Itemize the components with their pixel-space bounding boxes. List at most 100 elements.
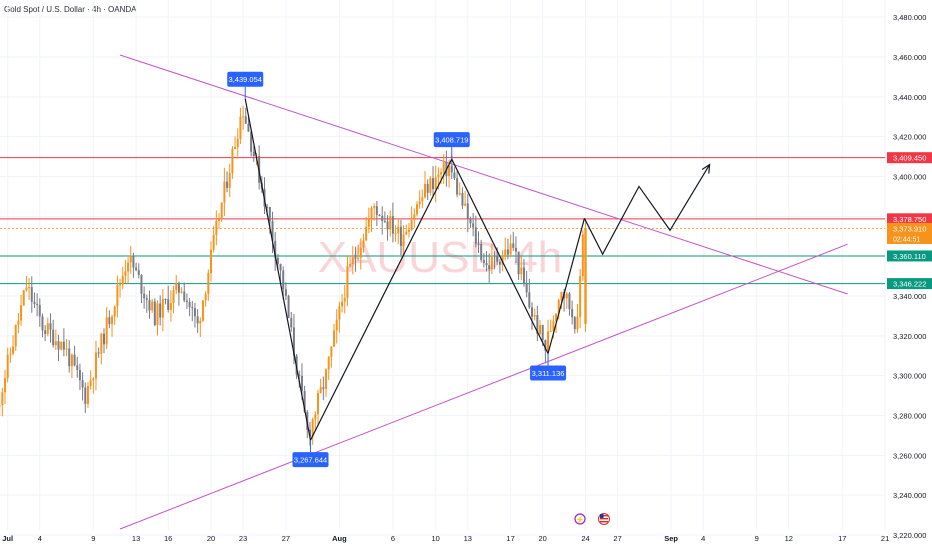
candle-body [325, 369, 328, 389]
projection-arrowhead [701, 163, 711, 174]
pivot-label-box[interactable] [292, 452, 329, 468]
candle-body [252, 151, 255, 157]
watermark: XAUUSD 4h [318, 233, 563, 282]
candle-body [234, 147, 237, 149]
trendline[interactable] [119, 243, 848, 530]
candle-body [568, 293, 571, 310]
x-tick-label: 9 [91, 534, 95, 543]
candle-body [68, 348, 71, 367]
y-tick-label: 3,460.000 [893, 53, 926, 62]
candle-body [124, 271, 127, 276]
candle-body [169, 303, 172, 310]
candle-body [391, 216, 394, 234]
candle-body [151, 301, 154, 311]
candle-body [284, 289, 287, 296]
candle-body [54, 341, 57, 346]
candle-body [81, 380, 84, 388]
candle-body [514, 247, 517, 252]
pivot-label-box[interactable] [433, 132, 470, 148]
pivot-label-text: 3,439.054 [229, 75, 262, 84]
candle-body [20, 305, 23, 321]
candle-body [461, 192, 464, 206]
projection-path[interactable] [583, 164, 711, 256]
candle-body [271, 221, 274, 241]
y-tick-label: 3,300.000 [893, 372, 926, 381]
candle-body [1, 392, 4, 406]
pivot-label-box[interactable] [227, 71, 264, 87]
candle-body [407, 229, 410, 232]
candle-body [539, 325, 542, 334]
candle-body [370, 208, 373, 219]
candle-body [520, 267, 523, 275]
candle-body [341, 301, 344, 307]
candle-body [4, 378, 7, 393]
y-tick-label: 3,260.000 [893, 451, 926, 460]
price-badge-text: 3,378.750 [893, 215, 926, 224]
candle-body [317, 392, 319, 415]
candle-body [354, 257, 357, 259]
candle-body [14, 324, 17, 347]
candle-body [41, 316, 44, 331]
candle-body [247, 123, 250, 132]
candle-body [330, 346, 333, 357]
candle-body [308, 429, 311, 437]
candle-body [89, 380, 92, 387]
candle-body [137, 270, 140, 276]
candle-body [121, 275, 124, 285]
candle-body [46, 323, 49, 334]
candle-body [228, 173, 231, 188]
candle-body [196, 316, 199, 324]
price-badge-box [887, 152, 932, 164]
candle-body [60, 341, 63, 350]
lightning-glyph: ⚡ [576, 515, 585, 524]
candle-body [512, 243, 515, 248]
candle-body [338, 306, 341, 320]
candle-body [287, 295, 290, 318]
candle-body [62, 341, 65, 350]
candle-body [215, 220, 218, 235]
candle-body [450, 165, 453, 173]
candle-body [290, 317, 293, 328]
x-tick-label: 10 [432, 534, 440, 543]
candle-body [466, 203, 469, 219]
candle-body [78, 369, 81, 381]
candle-body [424, 183, 426, 198]
candle-body [191, 307, 194, 309]
flag-stripe [600, 518, 608, 520]
candle-body [180, 291, 183, 293]
candle-body [183, 291, 186, 301]
candle-body [442, 162, 445, 173]
candle-body [421, 197, 424, 202]
candle-body [581, 234, 584, 277]
candle-body [268, 206, 271, 222]
candle-body [381, 215, 384, 221]
candle-body [127, 262, 130, 272]
candle-body [143, 293, 146, 299]
y-tick-label: 3,400.000 [893, 173, 926, 182]
pivot-label-box[interactable] [530, 365, 567, 381]
x-tick-label: 17 [838, 534, 846, 543]
trendline[interactable] [119, 54, 848, 295]
candle-body [70, 354, 73, 367]
candle-body [266, 206, 269, 208]
candle-body [555, 313, 558, 322]
candle-body [437, 174, 440, 178]
y-tick-label: 3,340.000 [893, 292, 926, 301]
price-badge-text: 3,409.450 [893, 154, 926, 163]
candle-body [432, 178, 435, 190]
candle-body [44, 330, 47, 334]
candle-body [105, 317, 108, 345]
candle-body [485, 263, 488, 266]
candle-body [333, 330, 336, 347]
price-badge-box [887, 213, 932, 225]
candle-body [531, 307, 533, 317]
flag-stripe [600, 515, 608, 517]
lightning-icon[interactable] [574, 513, 586, 525]
candle-body [557, 300, 560, 314]
candle-body [210, 249, 212, 274]
candle-body [440, 172, 443, 175]
y-tick-label: 3,420.000 [893, 133, 926, 142]
candle-body [472, 223, 475, 228]
